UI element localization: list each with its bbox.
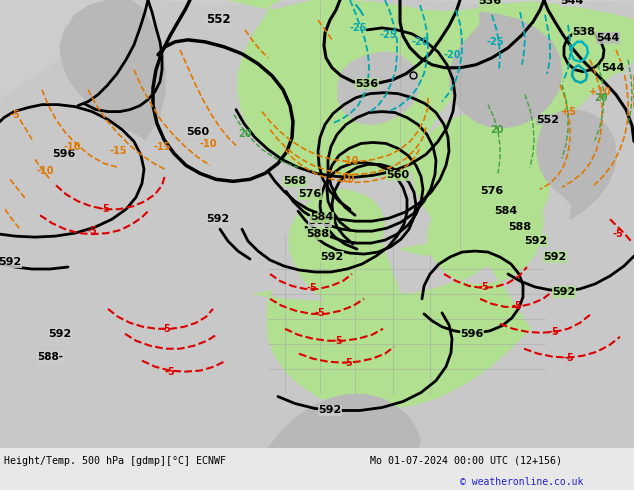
- Text: 536: 536: [479, 0, 501, 6]
- Text: -25: -25: [349, 23, 366, 33]
- Text: 560: 560: [387, 171, 410, 180]
- Text: 596: 596: [53, 149, 75, 159]
- Text: -5: -5: [100, 204, 110, 214]
- Text: -5: -5: [342, 358, 353, 368]
- Polygon shape: [400, 114, 550, 257]
- Text: -20: -20: [411, 37, 429, 47]
- Text: 568: 568: [308, 216, 332, 226]
- Text: -15: -15: [153, 143, 171, 152]
- Text: 596: 596: [460, 329, 484, 339]
- Text: Mo 01-07-2024 00:00 UTC (12+156): Mo 01-07-2024 00:00 UTC (12+156): [370, 456, 562, 466]
- Text: 592: 592: [524, 236, 548, 246]
- Text: 538: 538: [573, 27, 595, 37]
- Text: -5: -5: [612, 229, 623, 239]
- Polygon shape: [230, 0, 634, 237]
- Text: -10: -10: [341, 156, 359, 167]
- Text: © weatheronline.co.uk: © weatheronline.co.uk: [460, 477, 583, 487]
- Text: 576: 576: [481, 186, 503, 196]
- Text: +10: +10: [589, 87, 611, 97]
- Polygon shape: [60, 0, 165, 140]
- Text: 592: 592: [318, 406, 342, 416]
- Text: 592: 592: [0, 257, 22, 267]
- Polygon shape: [537, 110, 616, 219]
- Polygon shape: [0, 0, 634, 448]
- Text: 544: 544: [601, 63, 624, 73]
- Polygon shape: [268, 394, 420, 448]
- Text: -25: -25: [486, 37, 504, 47]
- Text: -10: -10: [63, 143, 81, 152]
- Text: -5: -5: [333, 336, 344, 346]
- Text: -5: -5: [307, 283, 318, 293]
- Text: 592: 592: [543, 252, 567, 262]
- Text: Height/Temp. 500 hPa [gdmp][°C] ECNWF: Height/Temp. 500 hPa [gdmp][°C] ECNWF: [4, 456, 226, 466]
- Text: 592: 592: [320, 252, 344, 262]
- Text: 536: 536: [356, 79, 378, 89]
- Text: -20: -20: [443, 50, 461, 60]
- Text: 20: 20: [490, 124, 504, 135]
- Text: 20: 20: [594, 93, 608, 102]
- Text: -5: -5: [87, 226, 98, 236]
- Text: -5: -5: [564, 353, 574, 363]
- Text: -5: -5: [165, 367, 176, 377]
- Text: 584: 584: [311, 212, 333, 222]
- Text: -5: -5: [512, 301, 522, 311]
- Text: 592: 592: [48, 329, 72, 339]
- Text: 584: 584: [495, 206, 517, 216]
- Text: -15: -15: [109, 147, 127, 156]
- Text: -10: -10: [199, 140, 217, 149]
- Text: -25: -25: [379, 30, 397, 40]
- Text: 592: 592: [207, 214, 230, 224]
- Text: +5: +5: [560, 107, 576, 117]
- Text: 568: 568: [283, 176, 307, 186]
- Text: 544: 544: [560, 0, 584, 6]
- Text: 552: 552: [205, 13, 230, 26]
- Text: -5: -5: [548, 327, 559, 337]
- Text: 588: 588: [508, 222, 531, 232]
- Polygon shape: [255, 170, 543, 409]
- Text: 560: 560: [186, 126, 210, 137]
- Text: 544: 544: [597, 33, 619, 43]
- Text: -10: -10: [36, 167, 54, 176]
- Text: -5: -5: [314, 308, 325, 318]
- Text: -10: -10: [337, 174, 355, 184]
- Text: -5: -5: [479, 282, 489, 292]
- Text: -5: -5: [160, 324, 171, 334]
- Text: -5: -5: [10, 110, 20, 120]
- Text: 592: 592: [552, 287, 576, 297]
- Text: 576: 576: [299, 189, 321, 199]
- Text: 588-: 588-: [37, 352, 63, 362]
- Text: 552: 552: [536, 115, 559, 124]
- Polygon shape: [450, 12, 562, 127]
- Polygon shape: [338, 52, 418, 124]
- Text: 20: 20: [238, 128, 252, 139]
- Text: 588: 588: [306, 229, 330, 239]
